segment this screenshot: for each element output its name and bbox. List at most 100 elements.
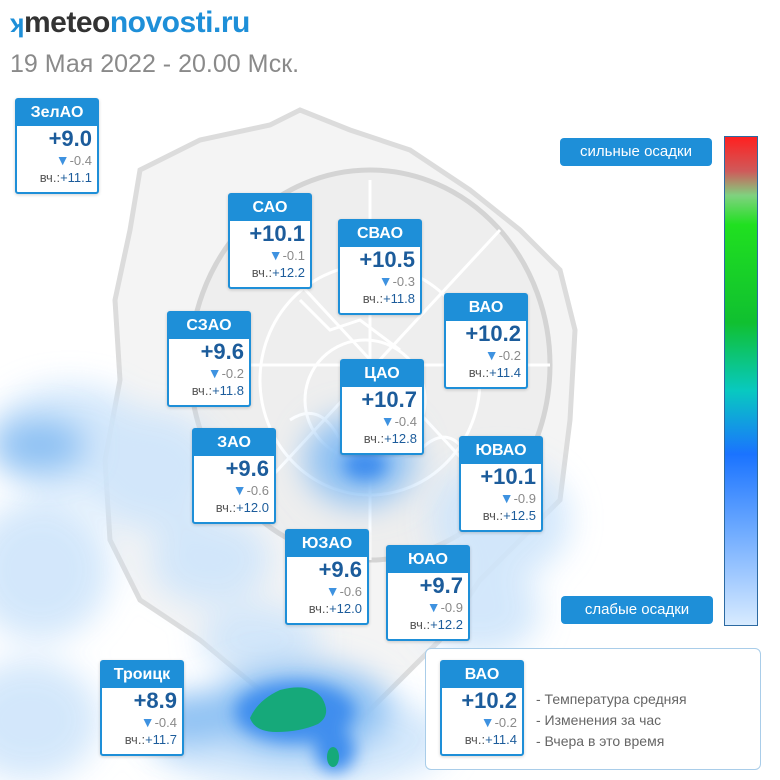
yesterday-row: вч.:+11.4 [446,364,526,381]
triangle-down-icon: ▼ [480,714,495,730]
yesterday-label: вч.: [251,265,273,280]
hourly-change: ▼-0.1 [230,247,310,264]
temperature-value: +10.2 [461,688,517,713]
triangle-down-icon: ▼ [232,482,247,498]
change-value: -0.4 [69,153,92,168]
yesterday-value: +12.8 [384,431,417,446]
district-card-szao[interactable]: СЗАО +9.6 ▼-0.2 вч.:+11.8 [167,311,251,407]
yesterday-row: вч.:+12.0 [194,499,274,516]
yesterday-value: +12.2 [430,617,463,632]
hourly-change: ▼-0.6 [287,583,367,600]
hourly-change: ▼-0.6 [194,482,274,499]
yesterday-label: вч.: [124,732,146,747]
logo-text-part2: novosti.ru [109,6,251,39]
triangle-down-icon: ▼ [140,714,155,730]
temperature-value: +10.5 [359,247,415,272]
yesterday-label: вч.: [464,732,486,747]
district-name: ВАО [442,662,522,688]
district-name: СЗАО [169,313,249,339]
yesterday-value: +11.8 [383,291,415,306]
date-time-subtitle: 19 Мая 2022 - 20.00 Мск. [10,50,300,78]
district-name: Троицк [102,662,182,688]
precipitation-scale-bar [724,136,758,626]
district-card-vao[interactable]: ВАО +10.2 ▼-0.2 вч.:+11.4 [444,293,528,389]
triangle-down-icon: ▼ [268,247,283,263]
district-card-yuvao[interactable]: ЮВАО +10.1 ▼-0.9 вч.:+12.5 [459,436,543,532]
yesterday-value: +11.4 [489,365,521,380]
temperature-value: +9.6 [200,339,244,364]
district-card-yuzao[interactable]: ЮЗАО +9.6 ▼-0.6 вч.:+12.0 [285,529,369,625]
triangle-down-icon: ▼ [325,583,340,599]
triangle-down-icon: ▼ [207,365,222,381]
yesterday-value: +11.8 [212,383,244,398]
hourly-change: ▼-0.9 [388,599,468,616]
yesterday-row: вч.:+12.5 [461,507,541,524]
district-name: ЦАО [342,361,422,387]
district-name: ЗелАО [17,100,97,126]
change-value: -0.2 [221,366,244,381]
yesterday-label: вч.: [39,170,61,185]
temperature-value: +9.0 [48,126,92,151]
change-value: -0.2 [498,348,521,363]
district-card-troitsk[interactable]: Троицк +8.9 ▼-0.4 вч.:+11.7 [100,660,184,756]
yesterday-value: +12.5 [503,508,536,523]
hourly-change: ▼-0.3 [340,273,420,290]
legend-item-temperature: - Температура средняя [536,691,687,707]
triangle-down-icon: ▼ [499,490,514,506]
change-value: -0.9 [513,491,536,506]
yesterday-label: вч.: [363,431,385,446]
district-card-svao[interactable]: СВАО +10.5 ▼-0.3 вч.:+11.8 [338,219,422,315]
district-name: ЮЗАО [287,531,367,557]
change-value: -0.3 [392,274,415,289]
triangle-down-icon: ▼ [380,413,395,429]
temperature-value: +10.1 [480,464,536,489]
hourly-change: ▼-0.2 [446,347,526,364]
logo-icon: ʞ [10,8,24,38]
triangle-down-icon: ▼ [55,152,70,168]
yesterday-row: вч.:+11.1 [17,169,97,186]
temperature-value: +9.7 [419,573,463,598]
change-value: -0.2 [494,715,517,730]
yesterday-row: вч.:+11.4 [442,731,522,748]
yesterday-value: +11.4 [485,732,517,747]
change-value: -0.6 [246,483,269,498]
district-name: ВАО [446,295,526,321]
district-name: ЮВАО [461,438,541,464]
temperature-value: +10.1 [249,221,305,246]
yesterday-label: вч.: [482,508,504,523]
yesterday-row: вч.:+11.7 [102,731,182,748]
district-card-yuao[interactable]: ЮАО +9.7 ▼-0.9 вч.:+12.2 [386,545,470,641]
hourly-change: ▼-0.2 [442,714,522,731]
hourly-change: ▼-0.9 [461,490,541,507]
change-value: -0.4 [394,414,417,429]
yesterday-label: вч.: [191,383,213,398]
yesterday-row: вч.:+12.2 [388,616,468,633]
temperature-value: +9.6 [225,456,269,481]
temperature-value: +10.2 [465,321,521,346]
yesterday-label: вч.: [308,601,330,616]
hourly-change: ▼-0.2 [169,365,249,382]
yesterday-value: +11.7 [145,732,177,747]
hourly-change: ▼-0.4 [342,413,422,430]
district-card-zelao[interactable]: ЗелАО +9.0 ▼-0.4 вч.:+11.1 [15,98,99,194]
temperature-value: +9.6 [318,557,362,582]
district-card-cao[interactable]: ЦАО +10.7 ▼-0.4 вч.:+12.8 [340,359,424,455]
district-card-zao[interactable]: ЗАО +9.6 ▼-0.6 вч.:+12.0 [192,428,276,524]
change-value: -0.6 [339,584,362,599]
triangle-down-icon: ▼ [378,273,393,289]
heavy-precip-area [250,687,327,732]
district-card-sao[interactable]: САО +10.1 ▼-0.1 вч.:+12.2 [228,193,312,289]
district-name: САО [230,195,310,221]
triangle-down-icon: ▼ [426,599,441,615]
yesterday-row: вч.:+11.8 [340,290,420,307]
hourly-change: ▼-0.4 [102,714,182,731]
yesterday-label: вч.: [409,617,431,632]
change-value: -0.9 [440,600,463,615]
yesterday-label: вч.: [468,365,490,380]
yesterday-value: +11.1 [60,170,92,185]
yesterday-value: +12.0 [236,500,269,515]
legend-item-yesterday: - Вчера в это время [536,733,665,749]
triangle-down-icon: ▼ [484,347,499,363]
site-logo[interactable]: ʞmeteonovosti.ru [10,6,250,40]
district-name: СВАО [340,221,420,247]
